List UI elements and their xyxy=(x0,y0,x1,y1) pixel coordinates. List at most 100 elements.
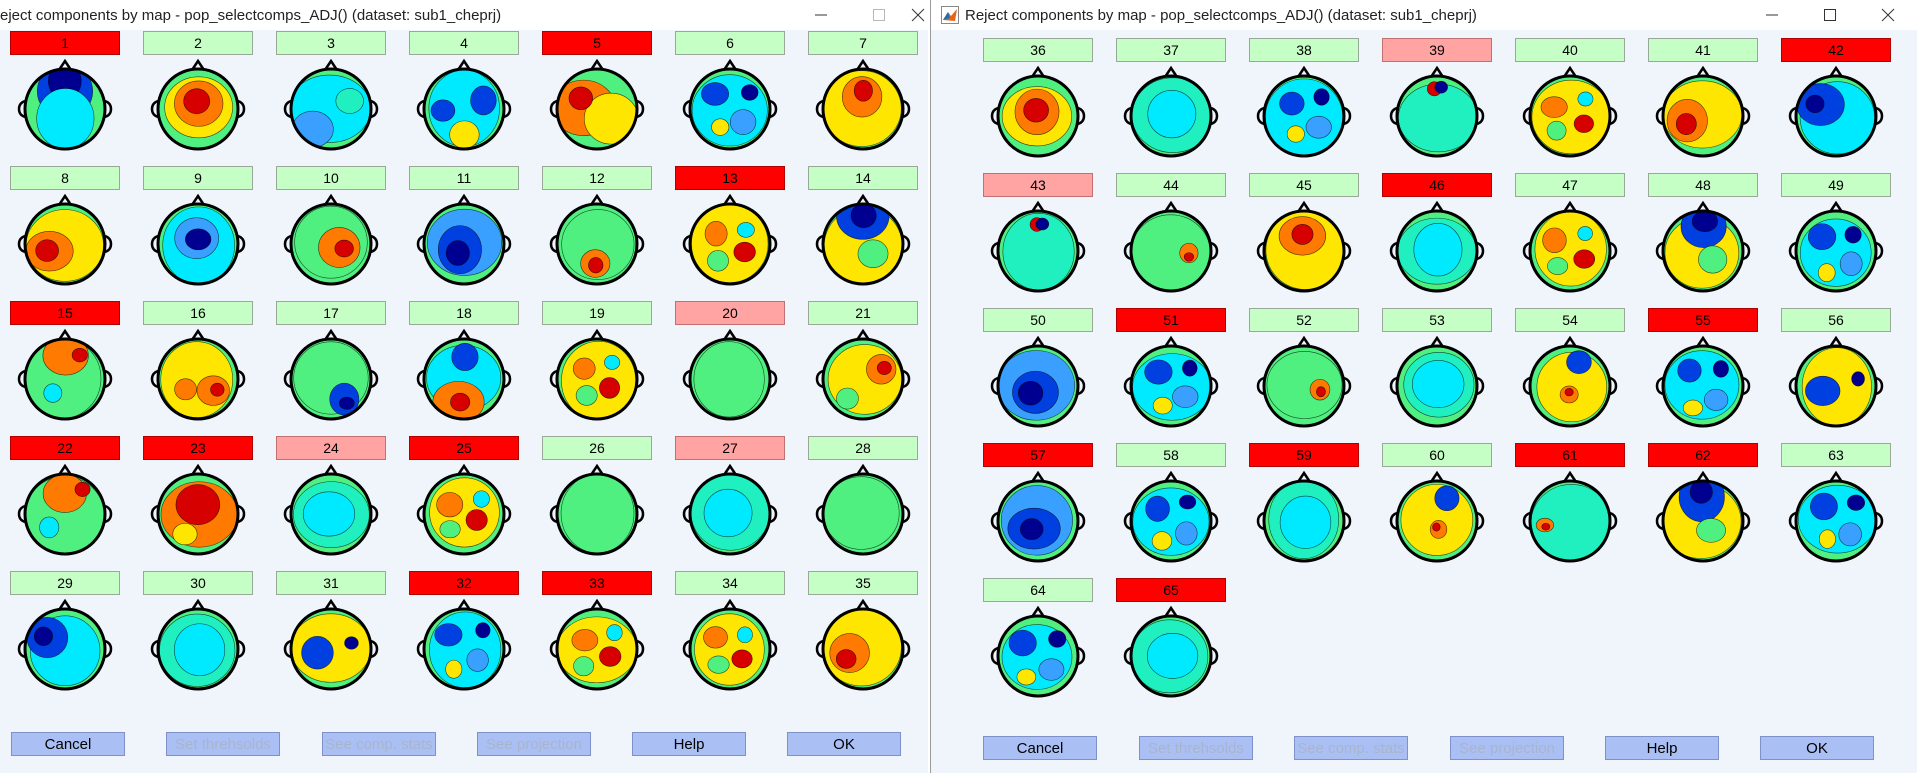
topomap-head[interactable] xyxy=(1649,62,1757,164)
topomap-head[interactable] xyxy=(1250,62,1358,164)
component-status-button[interactable]: 65 xyxy=(1116,578,1226,602)
left-maximize-button[interactable] xyxy=(850,0,908,30)
component-status-button[interactable]: 29 xyxy=(10,571,120,595)
component-status-button[interactable]: 64 xyxy=(983,578,1093,602)
topomap-head[interactable] xyxy=(543,595,651,697)
component-status-button[interactable]: 7 xyxy=(808,31,918,55)
topomap-head[interactable] xyxy=(543,460,651,562)
topomap-head[interactable] xyxy=(809,55,917,157)
component-status-button[interactable]: 2 xyxy=(143,31,253,55)
component-status-button[interactable]: 22 xyxy=(10,436,120,460)
component-status-button[interactable]: 16 xyxy=(143,301,253,325)
topomap-head[interactable] xyxy=(11,190,119,292)
component-status-button[interactable]: 18 xyxy=(409,301,519,325)
topomap-head[interactable] xyxy=(1383,62,1491,164)
topomap-head[interactable] xyxy=(676,55,784,157)
component-status-button[interactable]: 49 xyxy=(1781,173,1891,197)
component-status-button[interactable]: 31 xyxy=(276,571,386,595)
set-threhsolds-button[interactable]: Set threhsolds xyxy=(1139,736,1253,760)
component-status-button[interactable]: 10 xyxy=(276,166,386,190)
topomap-head[interactable] xyxy=(984,332,1092,434)
component-status-button[interactable]: 25 xyxy=(409,436,519,460)
topomap-head[interactable] xyxy=(809,325,917,427)
component-status-button[interactable]: 27 xyxy=(675,436,785,460)
topomap-head[interactable] xyxy=(144,595,252,697)
component-status-button[interactable]: 61 xyxy=(1515,443,1625,467)
component-status-button[interactable]: 52 xyxy=(1249,308,1359,332)
topomap-head[interactable] xyxy=(144,190,252,292)
topomap-head[interactable] xyxy=(543,190,651,292)
topomap-head[interactable] xyxy=(1117,467,1225,569)
see-comp-stats-button[interactable]: See comp. stats xyxy=(1294,736,1408,760)
component-status-button[interactable]: 60 xyxy=(1382,443,1492,467)
component-status-button[interactable]: 37 xyxy=(1116,38,1226,62)
topomap-head[interactable] xyxy=(144,460,252,562)
help-button[interactable]: Help xyxy=(1605,736,1719,760)
topomap-head[interactable] xyxy=(277,460,385,562)
component-status-button[interactable]: 33 xyxy=(542,571,652,595)
topomap-head[interactable] xyxy=(1782,332,1890,434)
topomap-head[interactable] xyxy=(1516,62,1624,164)
component-status-button[interactable]: 42 xyxy=(1781,38,1891,62)
topomap-head[interactable] xyxy=(1516,467,1624,569)
right-close-button[interactable] xyxy=(1859,0,1917,30)
topomap-head[interactable] xyxy=(809,190,917,292)
component-status-button[interactable]: 20 xyxy=(675,301,785,325)
component-status-button[interactable]: 21 xyxy=(808,301,918,325)
component-status-button[interactable]: 45 xyxy=(1249,173,1359,197)
topomap-head[interactable] xyxy=(1516,332,1624,434)
component-status-button[interactable]: 54 xyxy=(1515,308,1625,332)
topomap-head[interactable] xyxy=(984,467,1092,569)
topomap-head[interactable] xyxy=(1250,467,1358,569)
component-status-button[interactable]: 14 xyxy=(808,166,918,190)
component-status-button[interactable]: 36 xyxy=(983,38,1093,62)
topomap-head[interactable] xyxy=(543,55,651,157)
see-comp-stats-button[interactable]: See comp. stats xyxy=(322,732,436,756)
component-status-button[interactable]: 41 xyxy=(1648,38,1758,62)
see-projection-button[interactable]: See projection xyxy=(1450,736,1564,760)
topomap-head[interactable] xyxy=(676,595,784,697)
topomap-head[interactable] xyxy=(11,595,119,697)
topomap-head[interactable] xyxy=(144,325,252,427)
component-status-button[interactable]: 28 xyxy=(808,436,918,460)
topomap-head[interactable] xyxy=(11,460,119,562)
component-status-button[interactable]: 30 xyxy=(143,571,253,595)
component-status-button[interactable]: 15 xyxy=(10,301,120,325)
component-status-button[interactable]: 50 xyxy=(983,308,1093,332)
component-status-button[interactable]: 43 xyxy=(983,173,1093,197)
component-status-button[interactable]: 32 xyxy=(409,571,519,595)
component-status-button[interactable]: 24 xyxy=(276,436,386,460)
component-status-button[interactable]: 1 xyxy=(10,31,120,55)
topomap-head[interactable] xyxy=(984,197,1092,299)
topomap-head[interactable] xyxy=(809,595,917,697)
topomap-head[interactable] xyxy=(410,190,518,292)
cancel-button[interactable]: Cancel xyxy=(983,736,1097,760)
component-status-button[interactable]: 62 xyxy=(1648,443,1758,467)
topomap-head[interactable] xyxy=(984,602,1092,704)
topomap-head[interactable] xyxy=(410,55,518,157)
component-status-button[interactable]: 55 xyxy=(1648,308,1758,332)
component-status-button[interactable]: 3 xyxy=(276,31,386,55)
help-button[interactable]: Help xyxy=(632,732,746,756)
component-status-button[interactable]: 8 xyxy=(10,166,120,190)
topomap-head[interactable] xyxy=(1250,197,1358,299)
topomap-head[interactable] xyxy=(1782,467,1890,569)
component-status-button[interactable]: 12 xyxy=(542,166,652,190)
see-projection-button[interactable]: See projection xyxy=(477,732,591,756)
topomap-head[interactable] xyxy=(144,55,252,157)
topomap-head[interactable] xyxy=(676,325,784,427)
component-status-button[interactable]: 6 xyxy=(675,31,785,55)
topomap-head[interactable] xyxy=(277,595,385,697)
component-status-button[interactable]: 44 xyxy=(1116,173,1226,197)
topomap-head[interactable] xyxy=(410,595,518,697)
topomap-head[interactable] xyxy=(543,325,651,427)
right-maximize-button[interactable] xyxy=(1801,0,1859,30)
component-status-button[interactable]: 57 xyxy=(983,443,1093,467)
topomap-head[interactable] xyxy=(1383,197,1491,299)
topomap-head[interactable] xyxy=(676,460,784,562)
topomap-head[interactable] xyxy=(277,55,385,157)
topomap-head[interactable] xyxy=(1383,467,1491,569)
topomap-head[interactable] xyxy=(1117,332,1225,434)
topomap-head[interactable] xyxy=(277,325,385,427)
component-status-button[interactable]: 34 xyxy=(675,571,785,595)
